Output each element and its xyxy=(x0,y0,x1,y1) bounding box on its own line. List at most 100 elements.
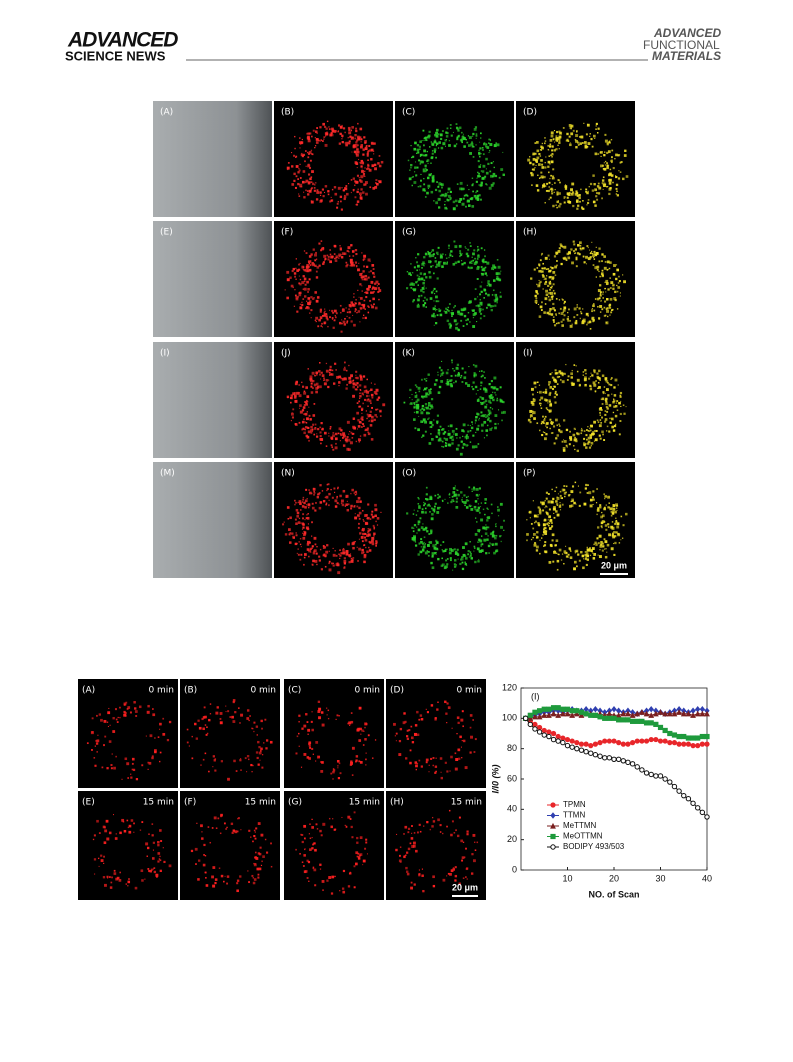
fluorescence-dot xyxy=(303,530,305,533)
fluorescence-dot xyxy=(295,297,299,301)
fluorescence-dot xyxy=(547,268,550,270)
fluorescence-dot xyxy=(582,308,584,310)
fluorescence-dot xyxy=(435,300,438,303)
fluorescence-dot xyxy=(360,145,363,149)
fluorescence-dot xyxy=(538,509,542,513)
fluorescence-dot xyxy=(367,305,369,308)
fluorescence-dot xyxy=(419,160,423,164)
fluorescence-dot xyxy=(212,884,216,888)
fluorescence-dot xyxy=(548,527,552,530)
panel-time: 0 min xyxy=(456,686,482,696)
fluorescence-dot xyxy=(461,381,464,383)
fluorescence-dot xyxy=(339,433,342,435)
fluorescence-dot xyxy=(480,370,483,372)
fluorescence-dot xyxy=(296,515,299,518)
fluorescence-dot xyxy=(613,296,617,300)
fluorescence-dot xyxy=(558,135,562,139)
fluorescence-dot xyxy=(315,141,319,144)
fluorescence-dot xyxy=(617,282,620,284)
fluorescence-dot xyxy=(305,265,309,269)
fluorescence-dot xyxy=(451,435,454,438)
fluorescence-dot xyxy=(119,706,121,709)
fluorescence-dot xyxy=(595,246,597,248)
fluorescence-dot xyxy=(306,417,309,421)
fluorescence-dot xyxy=(584,145,588,149)
fluorescence-dot xyxy=(432,312,435,315)
fluorescence-dot xyxy=(311,261,314,265)
fluorescence-dot xyxy=(500,540,502,543)
fluorescence-dot xyxy=(604,420,607,423)
fluorescence-dot xyxy=(432,307,436,311)
fluorescence-dot xyxy=(311,847,314,850)
fluorescence-dot xyxy=(334,362,337,365)
fluorescence-dot xyxy=(471,853,474,856)
fluorescence-dot xyxy=(342,548,345,552)
fluorescence-dot xyxy=(557,493,559,495)
fluorescence-dot xyxy=(579,142,582,145)
fluorescence-dot xyxy=(445,438,448,441)
fluorescence-dot xyxy=(117,716,119,719)
data-point xyxy=(616,707,622,714)
fluorescence-dot xyxy=(432,143,435,146)
fluorescence-dot xyxy=(149,734,153,738)
fluorescence-dot xyxy=(584,383,587,387)
fluorescence-dot xyxy=(600,272,604,275)
fluorescence-dot xyxy=(324,125,327,128)
fluorescence-dot xyxy=(544,507,546,509)
fluorescence-dot xyxy=(544,518,547,521)
data-point xyxy=(592,752,599,758)
fluorescence-dot xyxy=(469,261,472,264)
fluorescence-dot xyxy=(602,545,605,548)
fluorescence-dot xyxy=(603,439,606,441)
fluorescence-dot xyxy=(373,163,377,167)
fluorescence-dot xyxy=(473,374,476,377)
fluorescence-dot xyxy=(560,497,562,499)
fluorescence-dot xyxy=(489,542,491,544)
fluorescence-dot xyxy=(481,259,485,262)
fluorescence-dot xyxy=(548,381,551,384)
fluorescence-dot xyxy=(413,841,416,845)
fluorescence-dot xyxy=(615,187,618,190)
fluorescence-dot xyxy=(577,244,580,247)
fluorescence-dot xyxy=(550,131,554,135)
fluorescence-dot xyxy=(599,379,601,381)
fluorescence-dot xyxy=(606,388,609,392)
fluorescence-dot xyxy=(307,288,310,291)
fluorescence-dot xyxy=(312,248,315,251)
fluorescence-dot xyxy=(592,552,594,554)
fluorescence-dot xyxy=(151,834,154,837)
fluorescence-dot xyxy=(112,730,116,733)
fluorescence-dot xyxy=(352,394,355,398)
fluorescence-dot xyxy=(96,751,98,753)
fluorescence-dot xyxy=(540,405,542,407)
fluorescence-dot xyxy=(550,174,552,177)
fluorescence-dot xyxy=(553,550,557,554)
fluorescence-dot xyxy=(315,251,317,254)
data-point xyxy=(569,744,575,750)
fluorescence-dot xyxy=(544,391,548,394)
fluorescence-dot xyxy=(372,286,375,289)
panel-time: 0 min xyxy=(354,686,380,696)
fluorescence-dot xyxy=(592,320,594,323)
fluorescence-dot xyxy=(204,724,207,726)
fluorescence-dot xyxy=(556,193,559,196)
fluorescence-dot xyxy=(373,534,375,537)
fluorescence-dot xyxy=(423,183,426,186)
fluorescence-dot xyxy=(565,551,568,554)
fluorescence-dot xyxy=(535,291,538,294)
fluorescence-dot xyxy=(587,315,589,317)
fluorescence-dot xyxy=(305,434,308,438)
fluorescence-dot xyxy=(422,545,426,549)
fluorescence-dot xyxy=(214,758,217,760)
fluorescence-dot xyxy=(323,379,326,381)
data-point xyxy=(639,709,645,715)
fluorescence-dot xyxy=(314,543,317,546)
fluorescence-dot xyxy=(448,430,450,432)
fluorescence-dot xyxy=(474,297,477,301)
fluorescence-dot xyxy=(449,197,452,200)
fluorescence-dot xyxy=(378,289,382,292)
fluorescence-dot xyxy=(423,137,425,140)
fluorescence-dot xyxy=(310,385,312,387)
fluorescence-dot xyxy=(560,244,563,248)
